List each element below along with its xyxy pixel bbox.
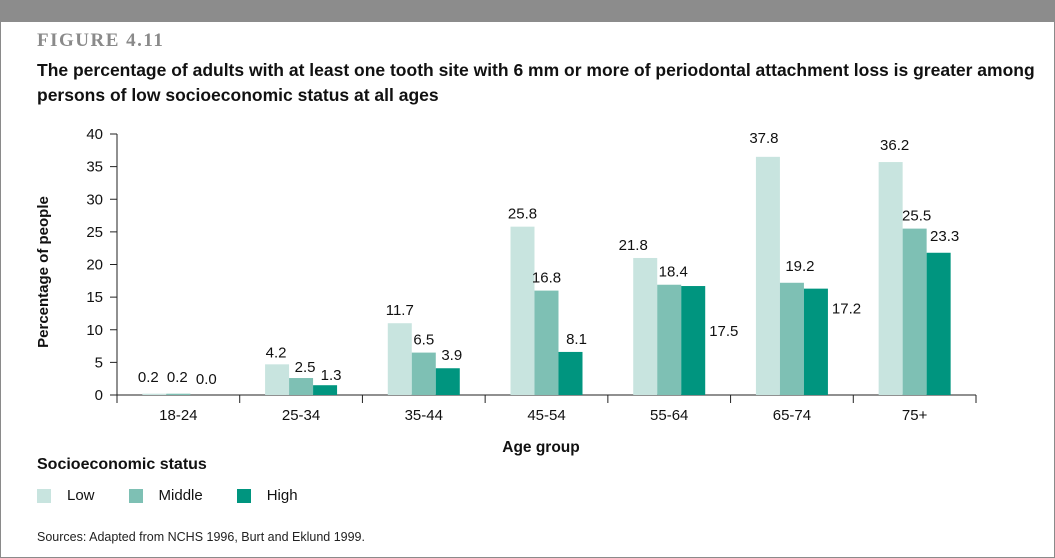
chart-bars [142,156,951,395]
data-label-middle: 16.8 [532,270,561,287]
sources-note: Sources: Adapted from NCHS 1996, Burt an… [37,530,365,544]
bar-middle [657,284,682,395]
legend: Low Middle High [37,487,332,504]
y-tick-label: 15 [86,289,103,306]
bar-high [803,288,828,395]
y-tick-label: 0 [95,387,103,404]
data-label-middle: 2.5 [295,359,316,376]
bar-low [755,156,780,395]
x-tick-label: 65-74 [773,407,811,424]
y-tick-label: 5 [95,354,103,371]
bar-low [878,162,903,395]
y-tick-label: 25 [86,224,103,241]
legend-label-low: Low [67,487,95,504]
legend-swatch-high [236,488,251,503]
bar-low [633,257,658,395]
data-label-high: 23.3 [930,228,959,245]
data-label-high: 17.5 [709,323,738,340]
data-label-low: 37.8 [749,130,778,147]
y-tick-label: 10 [86,322,103,339]
bar-middle [411,352,436,395]
x-tick-label: 18-24 [159,407,197,424]
bar-low [265,364,290,395]
x-tick-label: 45-54 [527,407,565,424]
bar-high [926,252,951,395]
x-tick-label: 25-34 [282,407,320,424]
data-label-high: 8.1 [566,331,587,348]
y-tick-label: 35 [86,159,103,176]
bar-low [142,393,167,395]
data-label-low: 25.8 [508,206,537,223]
bar-middle [902,228,927,395]
data-label-low: 21.8 [619,237,648,254]
data-label-high: 3.9 [441,347,462,364]
data-label-low: 11.7 [386,302,414,319]
data-label-low: 0.2 [138,369,159,386]
legend-title: Socioeconomic status [37,456,207,473]
legend-label-high: High [266,487,298,504]
x-tick-label: 55-64 [650,407,688,424]
data-label-high: 0.0 [196,371,217,388]
legend-item-low: Low [37,487,95,504]
bar-high [435,368,460,395]
bar-middle [166,393,191,395]
data-label-high: 1.3 [321,367,342,384]
x-tick-label: 35-44 [405,407,443,424]
data-label-high: 17.2 [832,301,861,318]
y-tick-label: 20 [86,257,103,274]
figure-title: The percentage of adults with at least o… [37,60,1035,105]
bar-middle [289,378,314,395]
y-tick-label: 30 [86,191,103,208]
figure-header-bar [0,0,1055,22]
bar-middle [779,282,804,395]
data-label-middle: 18.4 [659,264,688,281]
data-label-middle: 0.2 [167,369,188,386]
legend-item-high: High [236,487,298,504]
data-label-middle: 19.2 [785,258,814,275]
y-tick-label: 40 [86,126,103,143]
y-axis-title: Percentage of people [35,196,52,348]
bar-low [387,323,412,395]
bar-high [681,286,706,395]
legend-label-middle: Middle [158,487,203,504]
figure-label: FIGURE 4.11 [37,30,165,51]
x-axis-title: Age group [502,439,580,456]
bar-low [510,226,535,395]
data-label-middle: 6.5 [413,332,434,349]
legend-swatch-low [37,488,51,503]
bar-high [313,385,338,395]
bar-middle [534,290,559,395]
x-tick-label: 75+ [902,407,928,424]
data-label-low: 36.2 [880,137,909,154]
legend-swatch-middle [128,488,143,503]
bar-high [558,351,583,395]
data-label-middle: 25.5 [902,208,931,225]
legend-item-middle: Middle [128,487,203,504]
chart-data-labels: 0.2 0.2 0.0 4.2 2.5 1.3 11.7 6.5 3.9 25.8 16.8 8.1 2… [138,130,959,388]
data-label-low: 4.2 [266,344,287,361]
